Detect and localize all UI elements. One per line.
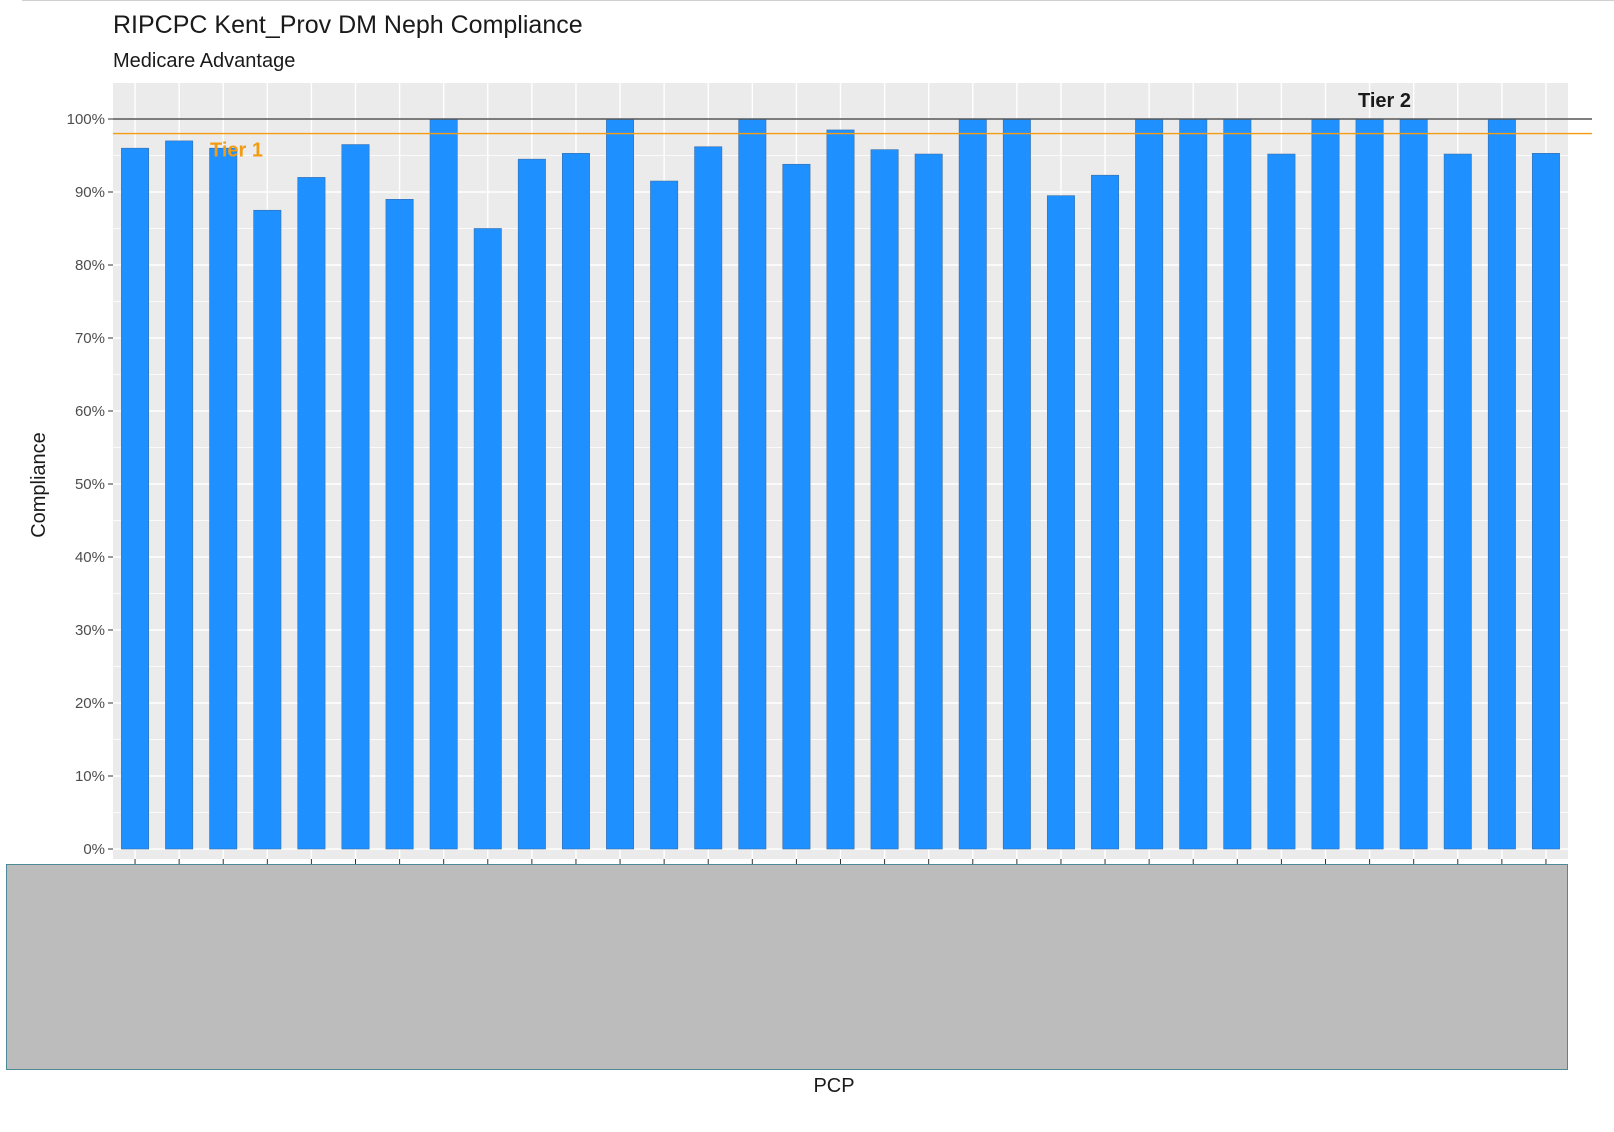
- bar: [1091, 174, 1120, 850]
- bar: [1311, 118, 1340, 850]
- bar: [958, 118, 987, 850]
- bar: [121, 147, 150, 850]
- y-axis-label: Compliance: [28, 432, 50, 538]
- bar: [914, 153, 943, 850]
- y-tick-label: 50%: [75, 476, 105, 493]
- bar: [209, 147, 238, 850]
- bar: [253, 209, 282, 850]
- reference-line-label: Tier 1: [210, 140, 263, 162]
- y-tick-label: 60%: [75, 403, 105, 420]
- y-tick-label: 0%: [83, 841, 105, 858]
- bar: [738, 118, 767, 850]
- chart-title: RIPCPC Kent_Prov DM Neph Compliance: [113, 11, 583, 39]
- bar: [1531, 153, 1560, 850]
- y-tick-label: 30%: [75, 622, 105, 639]
- bar: [826, 129, 855, 850]
- bar: [1355, 118, 1384, 850]
- bar: [297, 177, 326, 850]
- bar: [1399, 118, 1428, 850]
- y-tick-label: 20%: [75, 695, 105, 712]
- reference-line-label: Tier 2: [1358, 90, 1411, 112]
- bar: [1135, 118, 1164, 850]
- bar: [1487, 118, 1516, 850]
- bar: [165, 140, 194, 850]
- bar: [473, 228, 502, 850]
- x-axis-label: PCP: [813, 1075, 854, 1097]
- y-tick-label: 70%: [75, 330, 105, 347]
- bar: [1002, 118, 1031, 850]
- bar: [1179, 118, 1208, 850]
- bar-chart: RIPCPC Kent_Prov DM Neph Compliance Medi…: [28, 11, 1592, 1097]
- bar: [1443, 153, 1472, 850]
- bar: [341, 144, 370, 850]
- bar: [694, 146, 723, 850]
- bar: [782, 163, 811, 850]
- bar: [429, 118, 458, 850]
- y-tick-label: 40%: [75, 549, 105, 566]
- chart-subtitle: Medicare Advantage: [113, 50, 295, 72]
- bar: [385, 199, 414, 850]
- y-tick-label: 90%: [75, 184, 105, 201]
- chart-frame: RIPCPC Kent_Prov DM Neph Compliance Medi…: [22, 0, 1614, 1131]
- bar: [1267, 153, 1296, 850]
- bar: [561, 153, 590, 850]
- y-tick-label: 10%: [75, 768, 105, 785]
- y-tick-label: 100%: [67, 111, 105, 128]
- bar: [1223, 118, 1252, 850]
- y-tick-label: 80%: [75, 257, 105, 274]
- bar: [650, 180, 679, 850]
- bar: [870, 149, 899, 850]
- redacted-x-axis-labels: [6, 864, 1568, 1070]
- bar: [1046, 195, 1075, 850]
- bar: [606, 118, 635, 850]
- bar: [517, 158, 546, 850]
